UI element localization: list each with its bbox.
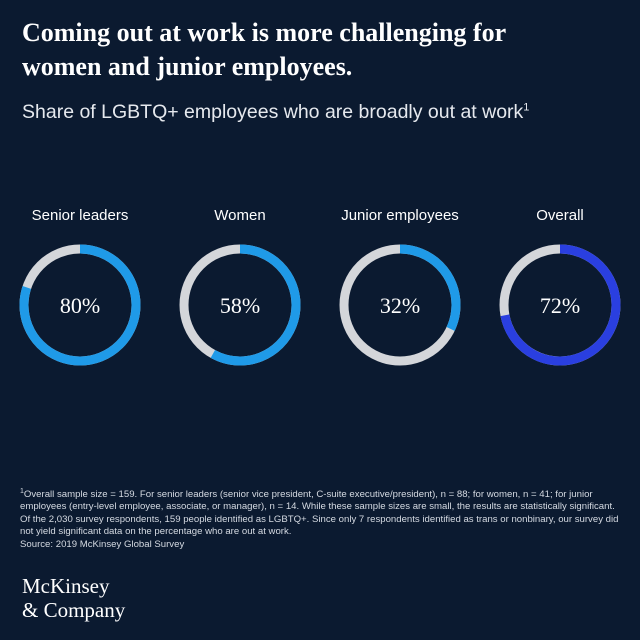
- donut-junior-employees: Junior employees 32%: [320, 195, 480, 395]
- donut-svg-overall: 72%: [499, 244, 621, 366]
- donut-value-junior-employees: 32%: [380, 293, 420, 318]
- donut-arc-junior-employees: [339, 244, 461, 366]
- source-note: Source: 2019 McKinsey Global Survey: [20, 538, 185, 550]
- donut-overall: Overall 72%: [480, 195, 640, 395]
- donut-label-women: Women: [214, 207, 266, 224]
- donut-label-junior-employees: Junior employees: [341, 207, 459, 224]
- headline-line-2: women and junior employees.: [22, 52, 353, 81]
- donut-senior-leaders: Senior leaders 80%: [0, 195, 160, 395]
- footnote-text: Overall sample size = 159. For senior le…: [20, 489, 619, 538]
- donut-svg-senior-leaders: 80%: [19, 244, 141, 366]
- headline-line-1: Coming out at work is more challenging f…: [22, 18, 507, 47]
- logo-line-1: McKinsey: [22, 574, 110, 598]
- donut-label-senior-leaders: Senior leaders: [31, 207, 129, 224]
- donut-arc-senior-leaders: [19, 244, 141, 366]
- logo-line-2: & Company: [22, 598, 126, 622]
- donut-arc-overall: [499, 244, 621, 366]
- donut-svg-women: 58%: [179, 244, 301, 366]
- donut-label-overall: Overall: [536, 207, 584, 224]
- footnote-marker: 1: [20, 487, 24, 495]
- footnote: 1Overall sample size = 159. For senior l…: [20, 487, 620, 551]
- donut-women: Women 58%: [160, 195, 320, 395]
- donut-value-senior-leaders: 80%: [60, 293, 100, 318]
- subtitle-footnote-ref: 1: [523, 101, 530, 114]
- donut-svg-junior-employees: 32%: [339, 244, 461, 366]
- donut-value-women: 58%: [220, 293, 260, 318]
- chart-subtitle: Share of LGBTQ+ employees who are broadl…: [22, 101, 622, 124]
- donut-arc-women: [179, 244, 301, 366]
- donut-charts: Senior leaders 80% Women 58% Junior employee…: [0, 195, 640, 395]
- subtitle-text: Share of LGBTQ+ employees who are broadl…: [22, 101, 524, 123]
- donut-value-overall: 72%: [540, 293, 580, 318]
- headline: Coming out at work is more challenging f…: [22, 16, 622, 84]
- mckinsey-logo: McKinsey & Company: [22, 574, 125, 622]
